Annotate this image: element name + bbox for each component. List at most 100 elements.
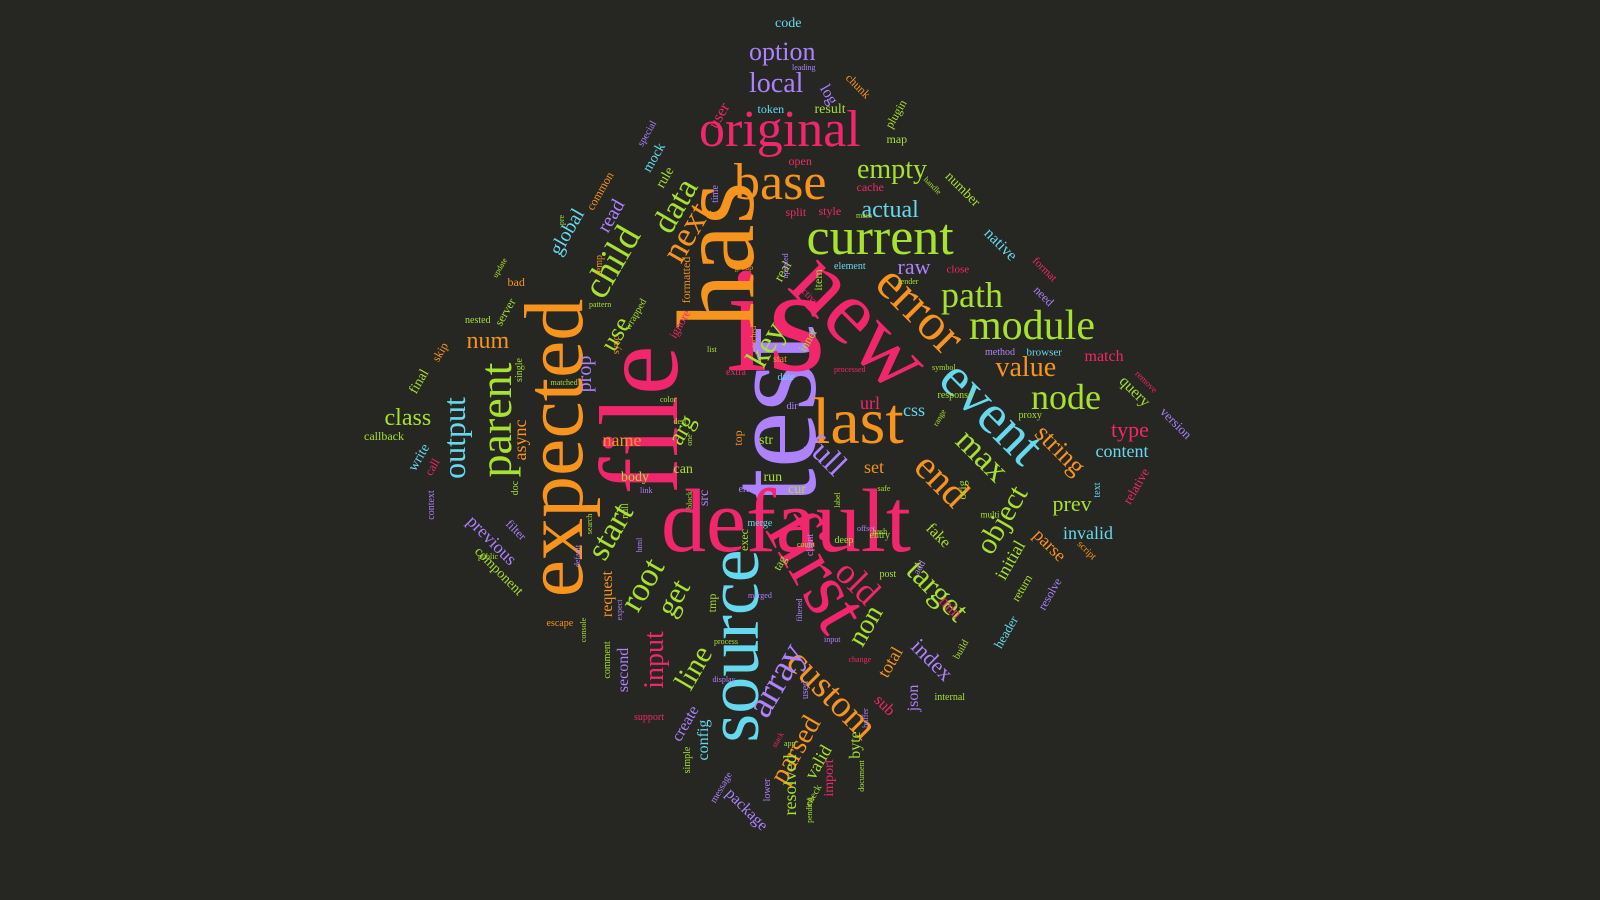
cloud-word: split: [785, 205, 807, 219]
cloud-word: last: [812, 385, 904, 458]
cloud-word: config: [694, 719, 712, 761]
cloud-word: main: [856, 211, 872, 220]
cloud-word: option: [749, 37, 816, 66]
cloud-word: updated: [781, 253, 791, 279]
cloud-word: search: [585, 513, 595, 535]
cloud-word: err: [738, 484, 750, 495]
cloud-word: can: [673, 462, 693, 477]
cloud-word: async: [509, 419, 530, 461]
cloud-word: total: [873, 643, 907, 681]
cloud-word: support: [634, 712, 664, 723]
cloud-word: prev: [1052, 491, 1092, 516]
cloud-word: handle: [921, 174, 944, 197]
cloud-word: count: [797, 540, 815, 549]
cloud-word: callback: [364, 429, 404, 443]
cloud-word: change: [848, 655, 872, 664]
cloud-word: header: [990, 613, 1021, 651]
cloud-word: deep: [834, 535, 854, 546]
cloud-word: request: [599, 570, 617, 618]
cloud-word: top: [731, 430, 746, 446]
cloud-word: method: [985, 347, 1015, 358]
cloud-word: type: [1111, 417, 1149, 442]
cloud-word: html: [634, 537, 644, 553]
cloud-word: invalid: [1063, 523, 1113, 543]
cloud-word: node: [1031, 377, 1101, 417]
cloud-word: stat: [773, 354, 787, 365]
cloud-word: path: [941, 275, 1003, 315]
cloud-word: return: [1008, 572, 1036, 604]
cloud-word: multi: [980, 509, 1000, 520]
cloud-word: global: [544, 204, 590, 260]
cloud-word: local: [749, 68, 804, 99]
cloud-word: public: [478, 552, 498, 561]
cloud-word: actual: [861, 197, 919, 223]
cloud-word: orig: [955, 480, 970, 500]
cloud-word: cached: [749, 325, 759, 349]
cloud-word: render: [898, 277, 919, 286]
cloud-word: response: [937, 390, 973, 401]
cloud-word: num: [466, 328, 510, 354]
cloud-word: original: [699, 101, 861, 158]
cloud-word: run: [763, 470, 783, 485]
cloud-word: hash: [872, 527, 888, 536]
cloud-word: offset: [857, 524, 876, 533]
cloud-word: matched: [550, 378, 578, 387]
cloud-word: build: [951, 638, 972, 662]
cloud-word: filtered: [795, 598, 805, 622]
cloud-word: null: [619, 503, 631, 519]
cloud-word: empty: [857, 154, 927, 185]
cloud-word: resolved: [779, 754, 800, 816]
cloud-word: buffer: [861, 708, 871, 728]
cloud-word: byte: [846, 731, 864, 759]
cloud-word: extra: [726, 367, 746, 378]
cloud-word: close: [946, 263, 970, 276]
cloud-word: cache: [856, 180, 884, 194]
cloud-word: final: [406, 366, 433, 397]
cloud-word: processed: [834, 365, 866, 374]
cloud-word: date: [777, 372, 795, 383]
cloud-word: src: [697, 489, 713, 507]
cloud-word: raw: [897, 254, 931, 279]
cloud-word: escape: [546, 618, 574, 629]
cloud-word: lower: [761, 778, 773, 802]
cloud-word: symbol: [932, 363, 956, 372]
cloud-word: proxy: [1018, 410, 1042, 421]
cloud-word: used: [800, 680, 812, 700]
cloud-word: css: [903, 400, 925, 420]
cloud-word: doc: [510, 480, 522, 496]
cloud-word: token: [757, 102, 785, 116]
cloud-word: input: [638, 631, 670, 689]
cloud-word: current: [806, 209, 954, 266]
cloud-word: temp: [594, 255, 605, 275]
cloud-word: cur: [788, 482, 806, 497]
cloud-word: target: [899, 551, 977, 629]
cloud-word: number: [941, 169, 983, 211]
cloud-word: single: [513, 358, 525, 382]
cloud-word: skip: [428, 339, 452, 365]
cloud-word: match: [1084, 348, 1124, 365]
cloud-word: result: [814, 102, 846, 117]
cloud-word: console: [579, 617, 589, 643]
cloud-word: exec: [736, 529, 751, 551]
cloud-word: is: [726, 237, 827, 403]
cloud-word: map: [886, 132, 908, 146]
cloud-word: class: [384, 405, 432, 431]
cloud-word: output: [435, 397, 472, 479]
cloud-word: chunk: [842, 70, 874, 102]
cloud-word: color: [660, 395, 677, 404]
cloud-word: format: [1029, 255, 1060, 285]
cloud-word: resolve: [1035, 575, 1065, 613]
cloud-word: leading: [792, 63, 816, 72]
cloud-word: pending: [804, 797, 814, 823]
cloud-word: plugin: [882, 97, 910, 131]
cloud-word: internal: [934, 692, 966, 703]
cloud-word: relative: [1119, 465, 1153, 507]
cloud-word: formatted: [678, 256, 693, 304]
cloud-word: style: [818, 204, 842, 218]
cloud-word: app: [784, 739, 796, 748]
cloud-word: pattern: [589, 300, 612, 309]
cloud-word: code: [775, 16, 802, 31]
cloud-word: second: [615, 647, 633, 693]
cloud-word: module: [969, 303, 1095, 349]
